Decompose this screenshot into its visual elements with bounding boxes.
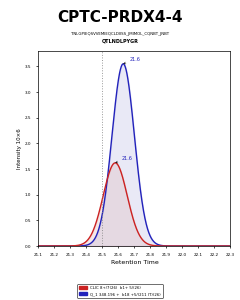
Text: 21.6: 21.6 [116, 156, 132, 163]
Text: QTLNDLPYGR: QTLNDLPYGR [102, 38, 138, 43]
Y-axis label: Intensity 10×6: Intensity 10×6 [17, 128, 22, 169]
Legend: CLIC 8+/7(26)  b1+ 5/(26), Q_1 348.196 +  b18 +5/(211 IT)(26): CLIC 8+/7(26) b1+ 5/(26), Q_1 348.196 + … [77, 284, 163, 298]
X-axis label: Retention Time: Retention Time [111, 260, 158, 265]
Text: 21.6: 21.6 [124, 57, 140, 64]
Text: CPTC-PRDX4-4: CPTC-PRDX4-4 [57, 11, 183, 26]
Text: TNLGPIEQSVVEMIEQCLDIISS_JMIMOL_CQNBT_JNBT: TNLGPIEQSVVEMIEQCLDIISS_JMIMOL_CQNBT_JNB… [71, 32, 169, 35]
